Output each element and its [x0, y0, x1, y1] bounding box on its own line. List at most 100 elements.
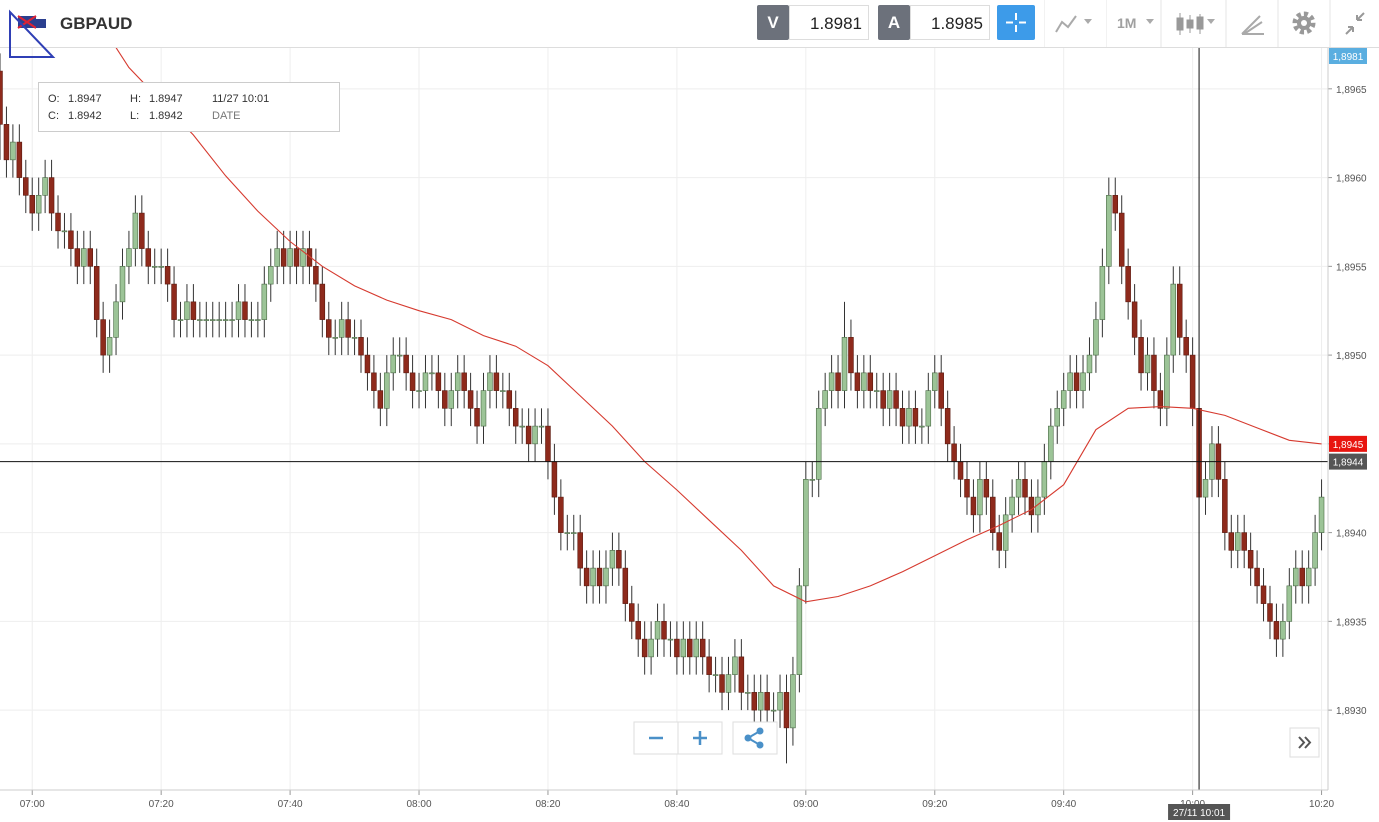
candle-body [500, 390, 506, 392]
candle-body [74, 248, 81, 267]
bid-tag-bg [1329, 48, 1367, 64]
candle-body [525, 425, 532, 445]
candle-body [326, 319, 332, 338]
scroll-right-button[interactable] [1289, 727, 1321, 759]
candle-body [1280, 621, 1286, 640]
bid-tag: 1,8981 [1333, 52, 1364, 63]
candle-body [558, 496, 564, 533]
time-value: 11/27 10:01 [212, 93, 270, 105]
candle-body [899, 408, 906, 427]
candle-body [706, 656, 712, 675]
candle-body [674, 638, 680, 658]
candle-body [667, 638, 674, 641]
axes: 1,8930 1,8935 1,8940 1,8945 1,8950 1,8955 1,89… [0, 48, 1367, 820]
x-tick-label: 08:00 [407, 799, 432, 810]
candle-body [1189, 354, 1196, 409]
low-value: 1.8942 [149, 110, 183, 122]
x-tick-label: 10:20 [1309, 799, 1334, 810]
candle-body [35, 195, 42, 214]
candle-body [319, 283, 326, 320]
candle-body [1234, 532, 1241, 551]
candle-body [158, 266, 164, 268]
draw-icon[interactable] [1241, 15, 1264, 35]
candle-body [81, 248, 87, 267]
candle-body [1093, 319, 1099, 356]
ask-price[interactable]: 1.8985 [910, 5, 990, 40]
timeframe[interactable]: 1M [1117, 15, 1137, 31]
candle-body [777, 692, 783, 711]
y-tick-label: 1,8955 [1336, 262, 1367, 273]
share-button[interactable] [732, 721, 778, 755]
candle-body [506, 390, 513, 409]
grid [0, 48, 1328, 790]
candle-body [126, 248, 132, 267]
candle-body [1241, 532, 1247, 551]
collapse-icon[interactable] [1345, 12, 1365, 35]
candle-body [687, 638, 693, 658]
candle-body [287, 248, 293, 267]
candle-body [422, 372, 429, 391]
candle-body [139, 212, 145, 249]
candle-body [1067, 372, 1073, 391]
candle-body [822, 390, 828, 409]
candle-body [725, 674, 732, 693]
crosshair-y-tag: 1,8944 [1333, 458, 1364, 469]
candle-body [912, 408, 919, 427]
low-label: L: [130, 110, 140, 122]
candle-body [532, 425, 538, 445]
candle-body [616, 550, 622, 569]
close-value: 1.8942 [68, 110, 102, 122]
x-tick-label: 09:40 [1051, 799, 1076, 810]
candle-body [564, 532, 571, 534]
ma-tag-bg [1329, 435, 1367, 452]
candle-body [609, 550, 616, 569]
candle-body [29, 195, 35, 214]
chart-style-button[interactable] [1044, 0, 1106, 47]
candle-body [493, 372, 500, 391]
candle-body [229, 319, 235, 321]
candle-body [1054, 408, 1060, 427]
candle-body [893, 390, 899, 409]
y-tick-label: 1,8940 [1336, 529, 1367, 540]
candle-body [622, 567, 629, 604]
candle-body [145, 248, 152, 267]
zoom-controls [633, 721, 778, 755]
candle-body [1048, 425, 1054, 462]
candle-body [487, 372, 493, 391]
candle-body [1106, 195, 1112, 267]
x-tick-label: 07:00 [20, 799, 45, 810]
symbol: GBPAUD [60, 14, 133, 33]
ask-label[interactable]: A [878, 5, 910, 40]
candle-body [512, 408, 519, 427]
candle-body [596, 567, 603, 587]
bid-price[interactable]: 1.8981 [789, 5, 869, 40]
candle-body [184, 301, 190, 320]
candle-body [732, 656, 738, 675]
crosshair-x-tag-bg [1168, 804, 1231, 820]
bid-label[interactable]: V [757, 5, 789, 40]
candle-body [1138, 337, 1144, 374]
candle-body [390, 354, 396, 374]
candle-body [293, 248, 300, 267]
candle-body [268, 266, 274, 285]
crosshair-button[interactable] [997, 5, 1035, 40]
candle-body [938, 372, 944, 409]
candle-body [100, 319, 106, 356]
zoom-out-button[interactable] [633, 721, 679, 755]
candle-body [106, 337, 113, 356]
candle-body [1170, 283, 1177, 356]
candle-body [1228, 532, 1235, 551]
candle-body [1157, 390, 1164, 409]
zoom-in-button[interactable] [677, 721, 723, 755]
candle-type-icon[interactable] [1176, 13, 1204, 35]
candle-body [1260, 585, 1267, 604]
candle-body [983, 479, 990, 498]
candle-body [970, 496, 977, 516]
settings-icon[interactable] [1292, 11, 1316, 35]
toolbar-icons [1106, 0, 1365, 47]
candle-body [1183, 337, 1189, 356]
candle-body [306, 248, 313, 267]
candle-body [1028, 496, 1035, 516]
candle-body [371, 372, 377, 391]
candle-body [1015, 479, 1022, 498]
